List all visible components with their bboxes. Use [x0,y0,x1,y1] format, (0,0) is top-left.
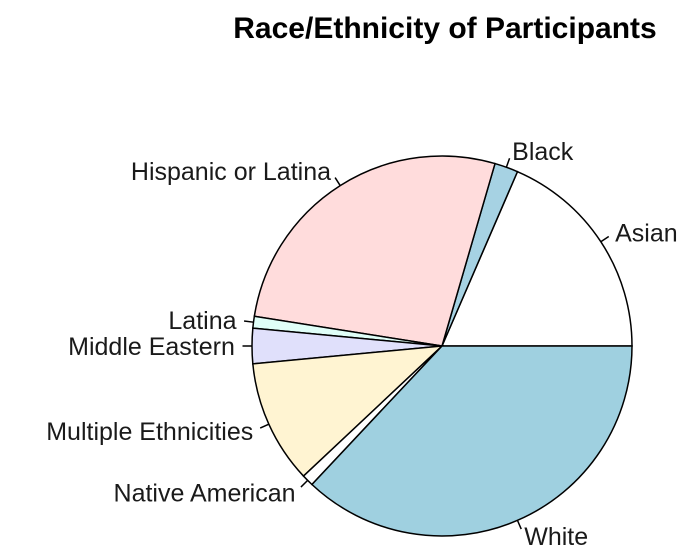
label-hispanic-or-latina: Hispanic or Latina [131,158,331,186]
leader-line-hispanic-or-latina [334,177,341,186]
leader-line-native-american [300,479,309,488]
label-middle-eastern: Middle Eastern [68,333,235,361]
leader-line-latina [243,320,254,323]
slice-white [310,345,633,537]
leader-line-white [516,520,522,530]
label-multiple-ethnicities: Multiple Ethnicities [46,418,253,446]
label-black: Black [512,138,574,166]
leader-line-asian [600,235,610,243]
slice-hispanic-or-latina [253,155,496,347]
label-asian: Asian [615,219,678,247]
label-latina: Latina [168,307,236,335]
pie-labels: Asian Black Hispanic or Latina LatinaMiddle… [46,138,677,551]
pie-slices [251,155,633,537]
label-native-american: Native American [114,479,296,507]
leader-line-multiple-ethnicities [259,423,270,429]
leader-line-black [505,158,511,168]
slice-multiple-ethnicities [252,345,445,478]
label-white: White [524,523,588,551]
chart-title: Race/Ethnicity of Participants [233,12,656,45]
